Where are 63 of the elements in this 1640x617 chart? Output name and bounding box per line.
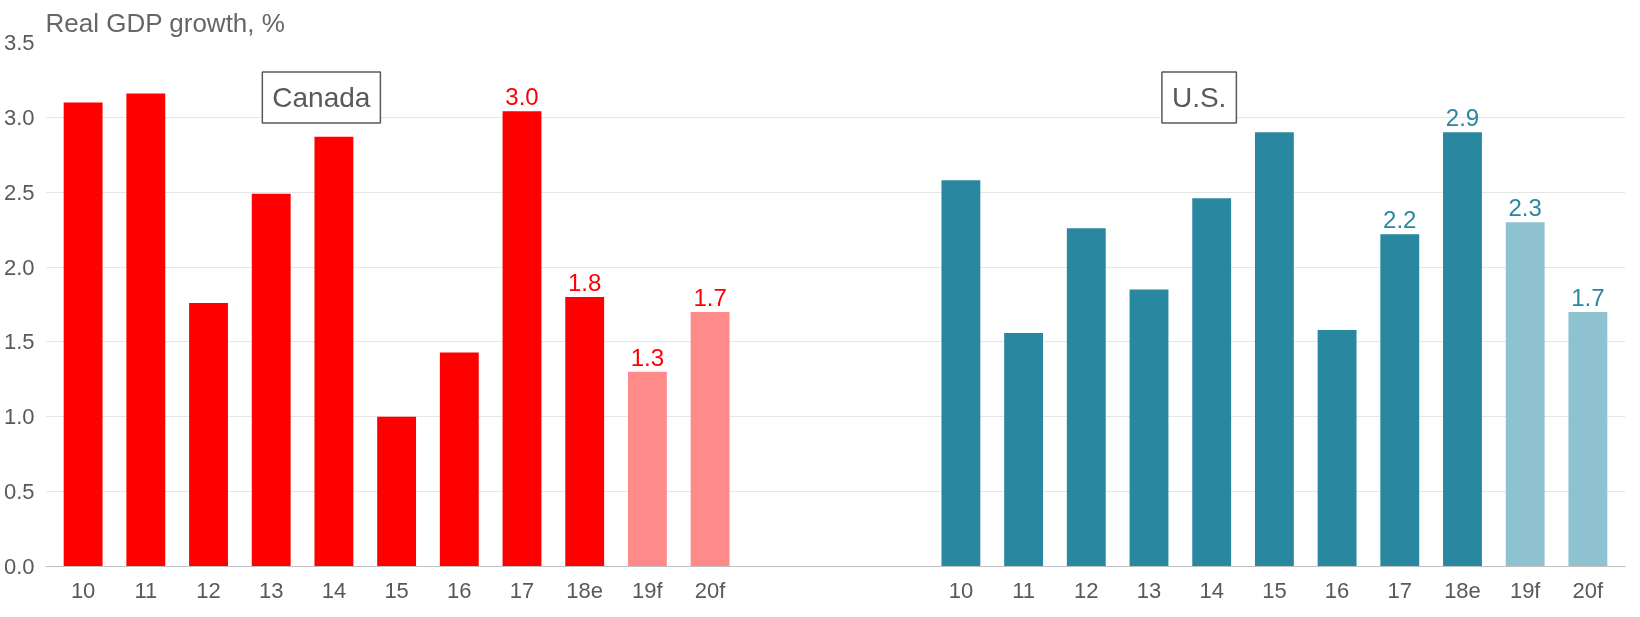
- x-tick-label: 20f: [694, 577, 727, 603]
- x-tick-label: 14: [321, 577, 347, 603]
- x-tick-label: 14: [1199, 577, 1224, 603]
- bar: [126, 93, 166, 567]
- bar: [1192, 198, 1232, 567]
- bar: [690, 311, 730, 567]
- data-label: 2.3: [1508, 194, 1542, 222]
- bar: [565, 297, 605, 567]
- x-tick-label: 10: [948, 577, 974, 603]
- y-tick-label: 3.5: [3, 30, 35, 55]
- data-label: 1.8: [568, 269, 602, 297]
- bar: [1129, 289, 1169, 567]
- x-tick-label: 12: [196, 577, 221, 603]
- y-tick-label: 3.0: [3, 104, 35, 130]
- x-tick-label: 19f: [632, 577, 664, 603]
- data-label: 1.3: [630, 343, 665, 371]
- bar: [502, 111, 542, 567]
- data-label: 2.9: [1445, 104, 1480, 132]
- bar: [1443, 132, 1482, 567]
- x-tick-label: 17: [509, 577, 535, 603]
- y-tick-label: 0.5: [3, 479, 35, 505]
- x-tick-label: 19f: [1509, 577, 1542, 603]
- x-tick-label: 15: [1262, 577, 1287, 603]
- data-label: 1.7: [1571, 283, 1605, 311]
- bar: [1380, 234, 1420, 567]
- y-tick-label: 1.5: [3, 329, 35, 355]
- bar: [189, 303, 228, 567]
- bar: [1505, 222, 1545, 567]
- bar: [377, 416, 417, 567]
- chart-title: Real GDP growth, %: [45, 7, 285, 38]
- series-label: U.S.: [1171, 82, 1227, 114]
- x-tick-label: 16: [1324, 577, 1350, 603]
- x-tick-label: 17: [1387, 577, 1413, 603]
- bar: [941, 180, 981, 567]
- x-tick-label: 13: [1136, 577, 1162, 603]
- x-tick-label: 11: [1012, 577, 1036, 603]
- x-tick-label: 18e: [566, 577, 604, 603]
- data-label: 3.0: [505, 83, 539, 111]
- bar: [439, 352, 479, 567]
- bar: [1317, 329, 1357, 567]
- y-tick-label: 2.5: [3, 179, 35, 205]
- x-tick-label: 15: [384, 577, 409, 603]
- x-tick-label: 11: [134, 577, 158, 603]
- bar: [314, 136, 354, 567]
- bar: [1254, 132, 1294, 567]
- data-label: 2.2: [1383, 206, 1417, 234]
- bar: [251, 193, 291, 567]
- x-tick-label: 13: [258, 577, 284, 603]
- x-tick-label: 10: [70, 577, 96, 603]
- bar: [63, 102, 103, 567]
- y-tick-label: 0.0: [3, 554, 35, 579]
- x-tick-label: 18e: [1444, 577, 1481, 603]
- x-tick-label: 12: [1074, 577, 1099, 603]
- y-tick-label: 2.0: [3, 254, 35, 280]
- bar: [1066, 228, 1106, 567]
- bar: [1004, 332, 1044, 567]
- bar: [1568, 311, 1608, 567]
- x-tick-label: 16: [447, 577, 472, 603]
- series-label: Canada: [272, 82, 371, 114]
- data-label: 1.7: [693, 283, 727, 311]
- y-tick-label: 1.0: [3, 404, 35, 430]
- x-tick-label: 20f: [1572, 577, 1605, 603]
- bar: [627, 371, 667, 567]
